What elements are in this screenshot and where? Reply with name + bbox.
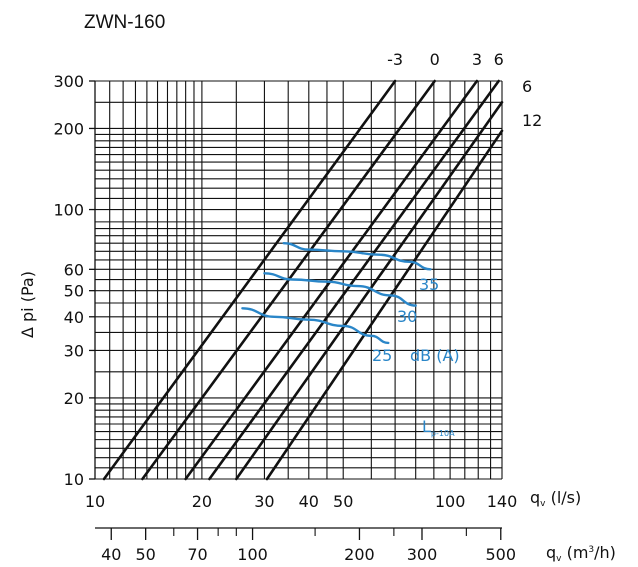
y-tick-label: 200 [53,119,84,138]
curve-label: 3 [472,50,482,69]
y-tick-label: 40 [64,308,84,327]
y-tick-label: 20 [64,389,84,408]
pressure-curve-line [265,129,504,481]
y-tick-label: 300 [53,72,84,91]
x-axis-label: qv (l/s) [530,488,581,509]
curve-label: -3 [387,50,403,69]
unit-label: dB (A) [410,346,460,365]
x2-tick-label: 100 [237,545,268,564]
chart-title: ZWN-160 [84,12,165,33]
noise-curve-line [282,242,432,271]
x-tick-label: 140 [487,492,518,511]
pressure-curve-line [208,79,501,481]
x-tick-label: 20 [192,492,212,511]
x2-tick-label: 70 [187,545,207,564]
noise-curve-label: 30 [397,307,417,326]
grid [89,80,503,540]
y-tick-label: 10 [64,470,84,489]
lp-main: L [422,417,431,436]
x-tick-label: 30 [254,492,274,511]
x2-tick-label: 50 [135,545,155,564]
noise-curve-line [263,272,417,307]
noise-curve-label: 35 [419,275,439,294]
y-tick-label: 50 [64,282,84,301]
x2-axis-label: qv (m3/h) [546,543,616,564]
pressure-curve-line [102,79,397,481]
pressure-curve-line [184,79,479,481]
y-axis-label: Δ pi (Pa) [18,271,37,338]
noise-curve-label: 25 [372,346,392,365]
pressure-curves [102,79,504,481]
lp-sub: p-10A [431,429,455,438]
curve-label: 0 [430,50,440,69]
x2-tick-label: 500 [485,545,516,564]
curve-label: 6 [494,50,504,69]
x2-tick-label: 200 [344,545,375,564]
x2-tick-label: 40 [101,545,121,564]
noise-curve-line [241,307,390,345]
x-tick-label: 10 [85,492,105,511]
x-tick-label: 40 [299,492,319,511]
noise-curves [241,242,432,345]
x-tick-label: 50 [333,492,353,511]
y-tick-label: 30 [64,341,84,360]
y-tick-label: 60 [64,260,84,279]
pressure-curve-line [235,101,504,481]
curve-label: 12 [522,111,542,130]
curve-label: 6 [522,77,532,96]
y-tick-label: 100 [53,201,84,220]
lp-label: Lp-10A [422,417,455,438]
x-tick-label: 100 [435,492,466,511]
x2-tick-label: 300 [407,545,438,564]
